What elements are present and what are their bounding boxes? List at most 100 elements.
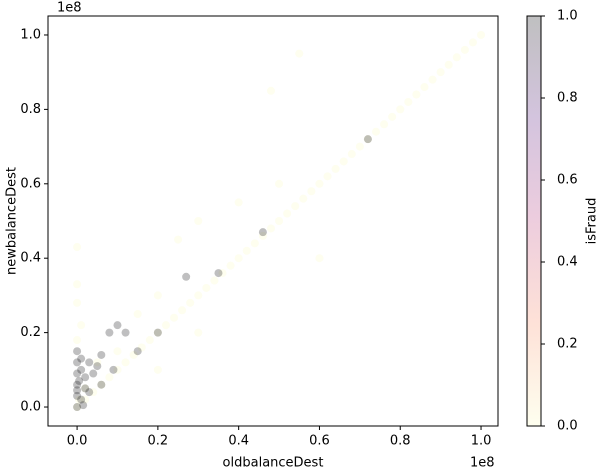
scatter-point bbox=[468, 38, 477, 47]
scatter-point bbox=[73, 336, 82, 345]
scatter-point bbox=[81, 384, 90, 393]
scatter-point bbox=[226, 261, 235, 270]
scatter-point bbox=[81, 373, 90, 382]
y-tick-label: 0.6 bbox=[20, 176, 41, 191]
scatter-point bbox=[258, 228, 267, 237]
y-offset-label: 1e8 bbox=[57, 1, 82, 16]
scatter-point bbox=[380, 120, 389, 129]
scatter-point bbox=[97, 350, 106, 359]
scatter-point bbox=[291, 202, 300, 211]
scatter-point bbox=[93, 358, 102, 367]
scatter-point bbox=[73, 369, 82, 378]
scatter-point bbox=[153, 291, 162, 300]
scatter-point bbox=[73, 403, 82, 412]
scatter-point bbox=[75, 395, 84, 404]
scatter-point bbox=[73, 347, 82, 356]
scatter-point bbox=[105, 373, 114, 382]
scatter-point bbox=[93, 362, 102, 371]
x-tick-label: 0.2 bbox=[148, 434, 169, 449]
scatter-point bbox=[347, 150, 356, 159]
colorbar-tick-label: 0.8 bbox=[557, 91, 578, 106]
scatter-point bbox=[85, 358, 94, 367]
scatter-point bbox=[234, 254, 243, 263]
scatter-point bbox=[77, 365, 86, 374]
scatter-point bbox=[153, 328, 162, 337]
scatter-point bbox=[315, 179, 324, 188]
scatter-point bbox=[73, 243, 82, 252]
scatter-point bbox=[73, 380, 82, 389]
scatter-point bbox=[174, 235, 183, 244]
scatter-point bbox=[283, 209, 292, 218]
scatter-point bbox=[97, 380, 106, 389]
scatter-point bbox=[73, 386, 82, 395]
scatter-point bbox=[202, 283, 211, 292]
scatter-point bbox=[355, 142, 364, 151]
scatter-point bbox=[460, 45, 469, 54]
scatter-point bbox=[339, 157, 348, 166]
y-tick-label: 1.0 bbox=[20, 27, 41, 42]
scatter-point bbox=[105, 328, 114, 337]
y-tick-label: 0.4 bbox=[20, 251, 41, 266]
scatter-point bbox=[194, 291, 203, 300]
scatter-point bbox=[109, 365, 118, 374]
scatter-point bbox=[137, 343, 146, 352]
scatter-point bbox=[234, 198, 243, 207]
colorbar-tick-label: 0.2 bbox=[557, 337, 578, 352]
scatter-point bbox=[420, 83, 429, 92]
colorbar-tick-label: 0.6 bbox=[557, 173, 578, 188]
scatter-point bbox=[250, 239, 259, 248]
x-tick-label: 0.4 bbox=[228, 434, 249, 449]
scatter-point bbox=[295, 49, 304, 58]
scatter-point bbox=[75, 376, 84, 385]
scatter-point bbox=[331, 164, 340, 173]
scatter-point bbox=[133, 347, 142, 356]
scatter-point bbox=[81, 395, 90, 404]
scatter-point bbox=[79, 401, 88, 410]
y-tick-label: 0.0 bbox=[20, 400, 41, 415]
colorbar bbox=[526, 15, 542, 427]
scatter-point bbox=[404, 97, 413, 106]
colorbar-tick-label: 1.0 bbox=[557, 9, 578, 24]
scatter-point bbox=[85, 388, 94, 397]
colorbar-label: isFraud bbox=[585, 198, 600, 245]
y-axis-label: newbalanceDest bbox=[5, 167, 20, 275]
scatter-point bbox=[218, 269, 227, 278]
scatter-point bbox=[73, 358, 82, 367]
scatter-point bbox=[133, 310, 142, 319]
scatter-point bbox=[97, 380, 106, 389]
scatter-point bbox=[178, 306, 187, 315]
scatter-point bbox=[161, 321, 170, 330]
scatter-point bbox=[153, 328, 162, 337]
colorbar-tick-label: 0.0 bbox=[557, 419, 578, 434]
scatter-point bbox=[77, 321, 86, 330]
scatter-point bbox=[186, 298, 195, 307]
scatter-point bbox=[396, 105, 405, 114]
scatter-point bbox=[81, 384, 90, 393]
scatter-point bbox=[129, 350, 138, 359]
scatter-point bbox=[372, 127, 381, 136]
scatter-point bbox=[275, 179, 284, 188]
scatter-point bbox=[182, 272, 191, 281]
y-tick-label: 0.2 bbox=[20, 325, 41, 340]
y-tick-label: 0.8 bbox=[20, 102, 41, 117]
scatter-point bbox=[113, 347, 122, 356]
scatter-point bbox=[242, 246, 251, 255]
scatter-point bbox=[194, 328, 203, 337]
x-offset-label: 1e8 bbox=[470, 456, 495, 471]
x-tick-label: 1.0 bbox=[471, 434, 492, 449]
scatter-point bbox=[315, 254, 324, 263]
scatter-point bbox=[73, 298, 82, 307]
scatter-point bbox=[436, 68, 445, 77]
scatter-point bbox=[73, 403, 82, 412]
scatter-point bbox=[428, 75, 437, 84]
scatter-point bbox=[153, 365, 162, 374]
scatter-point bbox=[299, 194, 308, 203]
x-tick-label: 0.8 bbox=[390, 434, 411, 449]
scatter-point bbox=[363, 135, 372, 144]
scatter-point bbox=[266, 86, 275, 95]
scatter-point bbox=[266, 224, 275, 233]
scatter-point bbox=[194, 217, 203, 225]
scatter-point bbox=[258, 231, 267, 240]
scatter-point bbox=[323, 172, 332, 181]
